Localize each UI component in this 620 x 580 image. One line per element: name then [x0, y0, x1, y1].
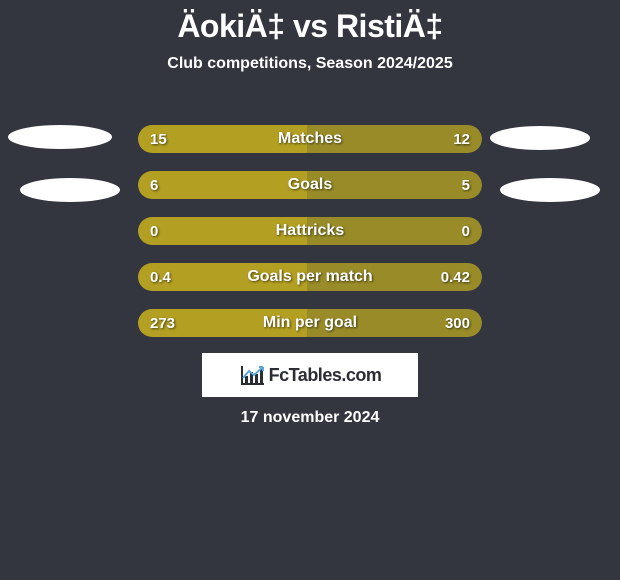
bar-left-fill	[138, 309, 307, 337]
page-title: ÄokiÄ‡ vs RistiÄ‡	[0, 0, 620, 45]
date-line: 17 november 2024	[0, 409, 620, 427]
bar-left-fill	[138, 217, 307, 245]
decor-ellipse	[490, 126, 590, 150]
stat-row: 1512Matches	[138, 125, 482, 153]
logo-text: FcTables.com	[269, 365, 382, 386]
decor-ellipse	[500, 178, 600, 202]
stat-row: 0.40.42Goals per match	[138, 263, 482, 291]
fctables-logo[interactable]: FcTables.com	[202, 353, 418, 397]
stat-row: 65Goals	[138, 171, 482, 199]
stat-row: 273300Min per goal	[138, 309, 482, 337]
decor-ellipse	[20, 178, 120, 202]
comparison-card: ÄokiÄ‡ vs RistiÄ‡ Club competitions, Sea…	[0, 0, 620, 580]
logo-inner: FcTables.com	[239, 364, 382, 386]
bar-left-fill	[138, 263, 307, 291]
stat-bars: 1512Matches 65Goals 00Hattricks 0.40.42Goal…	[138, 125, 482, 355]
decor-ellipse	[8, 125, 112, 149]
bar-left-fill	[138, 171, 307, 199]
bar-left-fill	[138, 125, 307, 153]
chart-icon	[239, 364, 265, 386]
page-subtitle: Club competitions, Season 2024/2025	[0, 55, 620, 73]
stat-row: 00Hattricks	[138, 217, 482, 245]
